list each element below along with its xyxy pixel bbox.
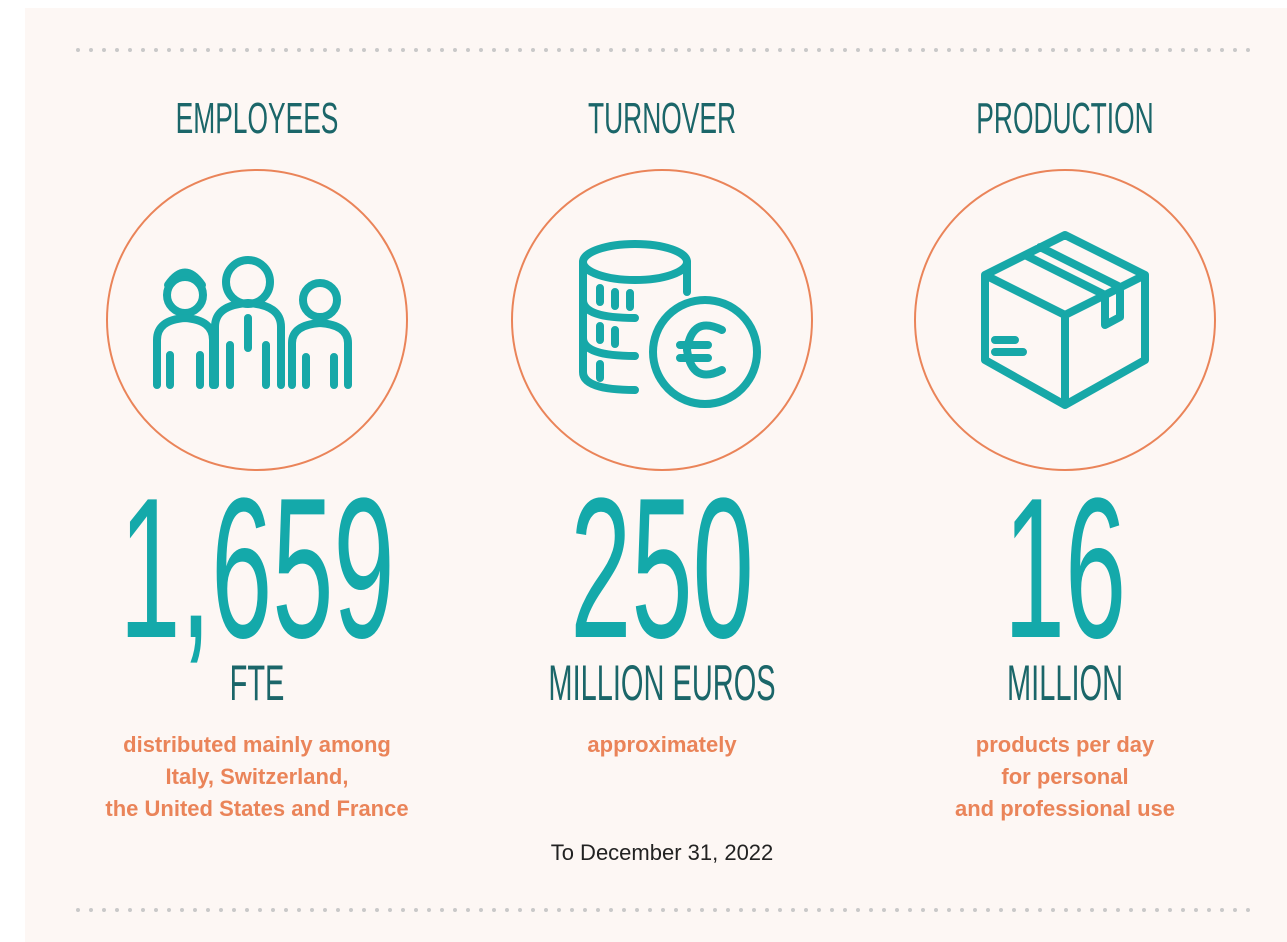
stat-title-group: TURNOVER <box>588 93 736 143</box>
stat-description: distributed mainly among <box>123 732 391 757</box>
stat-title: TURNOVER <box>588 93 736 143</box>
stat-unit: FTE <box>230 655 285 711</box>
stat-unit-group: MILLION <box>1007 655 1123 711</box>
stat-value: 16 <box>1004 457 1126 680</box>
stat-unit: MILLION <box>1007 655 1123 711</box>
stat-description: the United States and France <box>105 796 408 821</box>
stat-unit-group: FTE <box>230 655 285 711</box>
icon-box <box>981 231 1149 409</box>
stat-title: PRODUCTION <box>976 93 1153 143</box>
stat-title-group: EMPLOYEES <box>176 93 339 143</box>
panel <box>25 8 1287 942</box>
icon-circle <box>511 169 813 471</box>
stat-value-group: 1,659 <box>119 457 394 680</box>
stat-description: for personal <box>1001 764 1128 789</box>
icon-circle <box>106 169 408 471</box>
stat-value: 250 <box>570 457 754 680</box>
stat-description: and professional use <box>955 796 1175 821</box>
icon-circle <box>914 169 1216 471</box>
stat-value-group: 250 <box>570 457 754 680</box>
stat-title-group: PRODUCTION <box>976 93 1153 143</box>
stat-description: approximately <box>587 732 737 757</box>
stat-description: products per day <box>976 732 1155 757</box>
icon-people <box>153 256 352 389</box>
stat-value-group: 16 <box>1004 457 1126 680</box>
footnote: To December 31, 2022 <box>551 840 774 865</box>
stat-unit: MILLION EUROS <box>548 655 775 711</box>
stat-description: Italy, Switzerland, <box>166 764 349 789</box>
stat-title: EMPLOYEES <box>176 93 339 143</box>
icon-coins <box>579 240 761 408</box>
stat-unit-group: MILLION EUROS <box>548 655 775 711</box>
stat-value: 1,659 <box>119 457 394 680</box>
